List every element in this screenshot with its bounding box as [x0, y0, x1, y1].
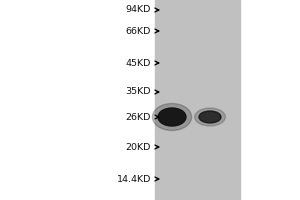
Text: 14.4KD: 14.4KD	[117, 174, 151, 184]
Ellipse shape	[199, 111, 221, 123]
Text: 94KD: 94KD	[126, 5, 151, 15]
Text: 45KD: 45KD	[126, 58, 151, 68]
Text: 35KD: 35KD	[125, 88, 151, 97]
Text: 26KD: 26KD	[126, 112, 151, 121]
Ellipse shape	[158, 108, 186, 126]
Text: 66KD: 66KD	[126, 26, 151, 36]
Ellipse shape	[152, 104, 192, 130]
Bar	[155, 0, 240, 200]
Text: 20KD: 20KD	[126, 142, 151, 152]
Ellipse shape	[195, 108, 225, 126]
